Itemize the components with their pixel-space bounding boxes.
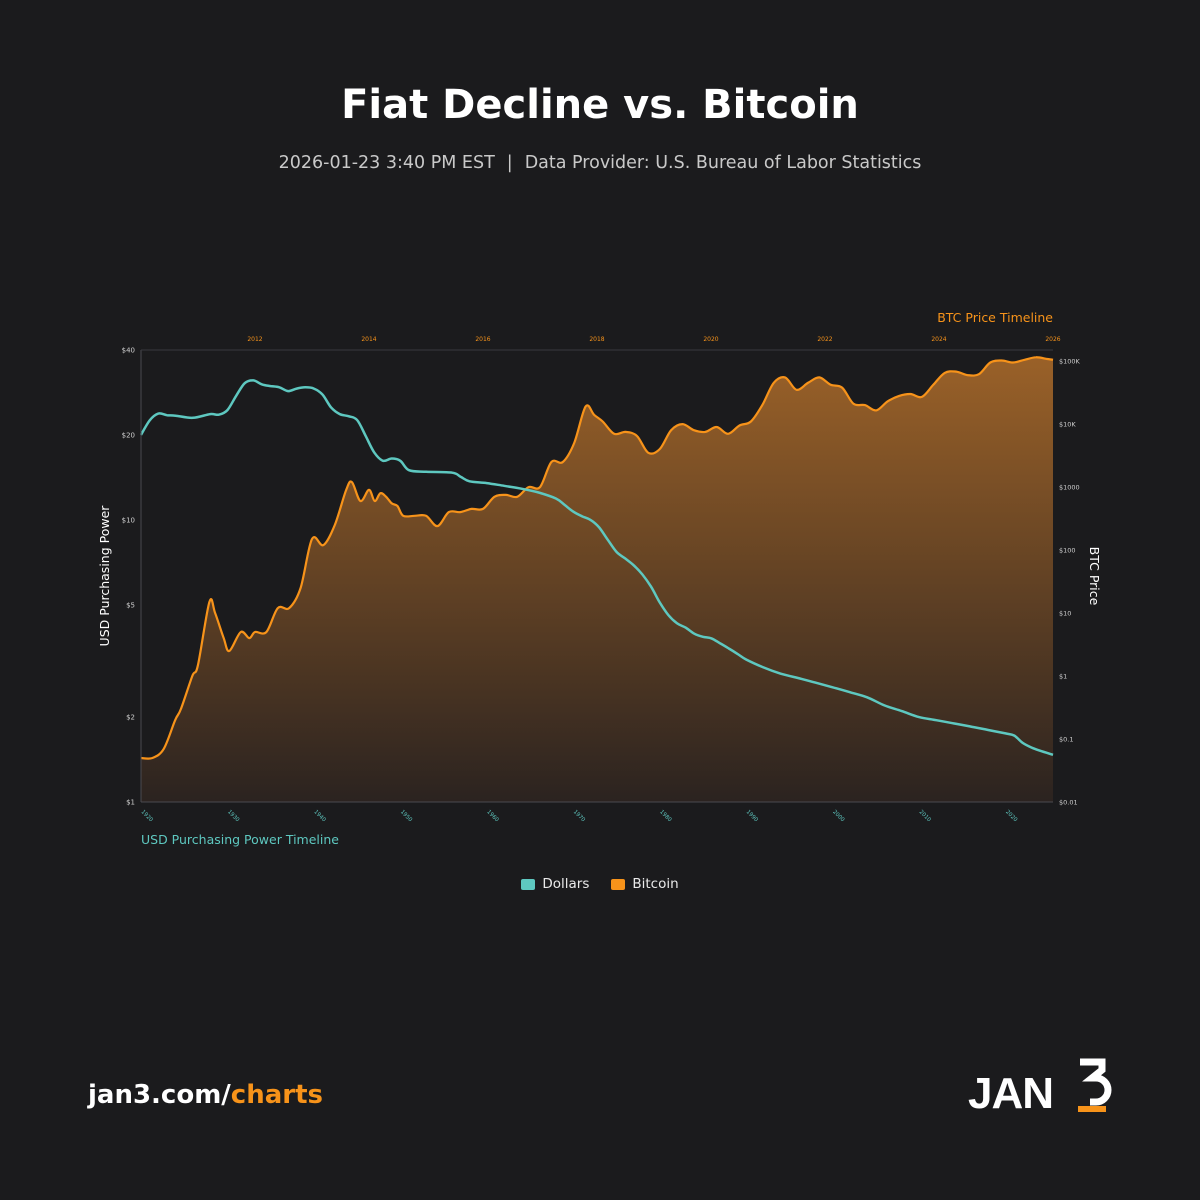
subtitle-separator: |: [506, 153, 513, 173]
legend: Dollars Bitcoin: [0, 876, 1200, 892]
series-dollars-line: [139, 379, 1054, 756]
x-bottom-tick-label: 2000: [831, 809, 845, 823]
footer-url-suffix: charts: [230, 1080, 323, 1110]
x-bottom-tick-label: 1940: [312, 809, 326, 823]
x-top-tick-label: 2016: [475, 336, 490, 343]
legend-item-bitcoin[interactable]: Bitcoin: [611, 876, 679, 892]
y-left-tick-label: $40: [122, 347, 135, 355]
data-provider: Data Provider: U.S. Bureau of Labor Stat…: [524, 153, 922, 173]
jan3-logo: JAN: [968, 1058, 1112, 1116]
y-left-tick-label: $1: [126, 799, 135, 807]
x-bottom-tick-label: 1970: [572, 809, 586, 823]
x-top-tick-label: 2026: [1045, 336, 1060, 343]
x-top-tick-label: 2024: [931, 336, 946, 343]
y-right-axis-title: BTC Price: [1087, 547, 1102, 606]
y-left-tick-label: $20: [122, 431, 135, 439]
x-bottom-tick-label: 1990: [745, 809, 759, 823]
footer-url-prefix: jan3.com/: [88, 1080, 231, 1110]
x-bottom-tick-label: 1920: [140, 809, 154, 823]
x-top-tick-label: 2014: [361, 336, 376, 343]
y-right-tick-label: $10: [1059, 610, 1071, 618]
x-bottom-tick-label: 1950: [399, 809, 413, 823]
series-bitcoin-line: [140, 356, 1054, 760]
y-right-tick-label: $1: [1059, 673, 1067, 681]
x-top-tick-label: 2020: [703, 336, 718, 343]
y-right-tick-label: $1000: [1059, 484, 1080, 492]
x-top-tick-label: 2012: [247, 336, 262, 343]
x-bottom-tick-label: 1960: [485, 809, 499, 823]
y-right-tick-label: $100K: [1059, 358, 1081, 366]
y-right-tick-label: $10K: [1059, 421, 1076, 429]
svg-text:JAN: JAN: [968, 1069, 1053, 1116]
x-top-tick-label: 2022: [817, 336, 832, 343]
x-bottom-tick-label: 2020: [1004, 809, 1018, 823]
footer-url[interactable]: jan3.com/charts: [88, 1080, 323, 1110]
x-top-tick-label: 2018: [589, 336, 604, 343]
series-bitcoin-area: [141, 357, 1053, 802]
legend-swatch-dollars: [521, 878, 536, 890]
x-bottom-tick-label: 1930: [226, 809, 240, 823]
y-left-tick-label: $10: [122, 516, 135, 524]
x-top-axis-title: BTC Price Timeline: [937, 310, 1053, 325]
y-left-tick-label: $5: [126, 601, 135, 609]
x-bottom-tick-label: 1980: [658, 809, 672, 823]
x-bottom-axis-title: USD Purchasing Power Timeline: [141, 832, 339, 847]
legend-swatch-bitcoin: [611, 878, 626, 890]
legend-label-bitcoin: Bitcoin: [632, 876, 679, 892]
y-right-tick-label: $0.1: [1059, 736, 1073, 744]
x-bottom-tick-label: 2010: [918, 809, 932, 823]
chart-subtitle: 2026-01-23 3:40 PM EST | Data Provider: U.…: [0, 153, 1200, 173]
legend-item-dollars[interactable]: Dollars: [521, 876, 589, 892]
chart-title: Fiat Decline vs. Bitcoin: [341, 82, 859, 128]
legend-label-dollars: Dollars: [542, 876, 590, 892]
y-right-tick-label: $100: [1059, 547, 1076, 555]
y-left-axis-title: USD Purchasing Power: [97, 505, 112, 647]
y-left-tick-label: $2: [126, 714, 135, 722]
timestamp: 2026-01-23 3:40 PM EST: [278, 153, 495, 173]
y-right-tick-label: $0.01: [1059, 799, 1078, 807]
